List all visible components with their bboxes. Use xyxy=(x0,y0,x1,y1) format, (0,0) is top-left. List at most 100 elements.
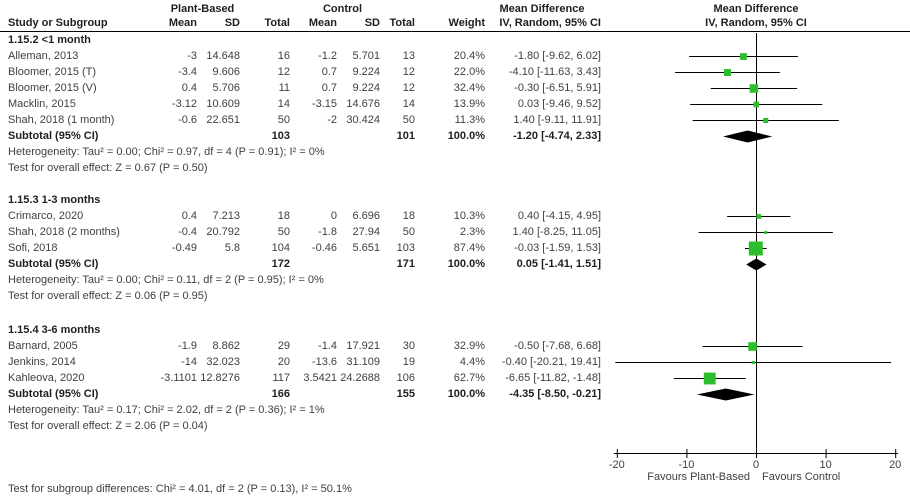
weight-cell: 62.7% xyxy=(453,372,485,384)
weight-cell: 100.0% xyxy=(447,388,485,400)
total1-cell: 50 xyxy=(277,226,290,238)
sd2-cell: 5.701 xyxy=(352,50,380,62)
plot-col-subtitle: IV, Random, 95% CI xyxy=(705,17,807,29)
weight-cell: 32.9% xyxy=(453,340,485,352)
weight-cell: 20.4% xyxy=(453,50,485,62)
total2-cell: 18 xyxy=(402,210,415,222)
weight-col-header: Weight xyxy=(448,17,485,29)
subtotal-row: Subtotal (95% CI) 103 101 100.0% -1.20 [-4.7… xyxy=(0,128,601,144)
total2-cell: 12 xyxy=(402,66,415,78)
effect-ci-cell: -0.03 [-1.59, 1.53] xyxy=(514,242,601,254)
total1-cell: 172 xyxy=(271,258,290,270)
sd1-cell: 22.651 xyxy=(206,114,240,126)
mean1-cell: -0.6 xyxy=(178,114,197,126)
mean2-cell: -1.8 xyxy=(318,226,337,238)
study-row: Macklin, 2015 -3.12 10.609 14 -3.15 14.676 14 1… xyxy=(0,96,601,112)
effect-ci-cell: 0.40 [-4.15, 4.95] xyxy=(517,210,601,222)
effect-square xyxy=(748,342,757,351)
subtotal-diamond xyxy=(723,130,773,143)
study-name-cell: Jenkins, 2014 xyxy=(8,356,76,368)
study-row: Kahleova, 2020 -3.1101 12.8276 117 3.5421 24.… xyxy=(0,370,601,386)
sd1-cell: 10.609 xyxy=(206,98,240,110)
overall-effect-note: Test for overall effect: Z = 2.06 (P = 0… xyxy=(8,420,208,432)
sd2-cell: 6.696 xyxy=(352,210,380,222)
effect-square xyxy=(764,231,768,234)
total2-cell: 14 xyxy=(402,98,415,110)
sd1-cell: 9.606 xyxy=(212,66,240,78)
study-row: Bloomer, 2015 (V) 0.4 5.706 11 0.7 9.224 12 32.… xyxy=(0,80,601,96)
total2-cell: 50 xyxy=(402,226,415,238)
overall-effect-note: Test for overall effect: Z = 0.67 (P = 0… xyxy=(8,162,208,174)
plot-col-title: Mean Difference xyxy=(713,3,799,15)
axis-tick-label: -10 xyxy=(678,459,694,471)
weight-cell: 87.4% xyxy=(453,242,485,254)
study-name-cell: Shah, 2018 (2 months) xyxy=(8,226,120,238)
mean1-col-header: Mean xyxy=(168,17,197,29)
sd2-cell: 9.224 xyxy=(352,82,380,94)
effect-square xyxy=(763,117,769,124)
weight-cell: 2.3% xyxy=(459,226,485,238)
mean2-cell: -1.4 xyxy=(318,340,337,352)
effect-square xyxy=(753,101,760,108)
mean1-cell: -3.1101 xyxy=(160,372,198,384)
study-name-cell: Kahleova, 2020 xyxy=(8,372,85,384)
header-divider xyxy=(0,31,910,32)
total1-cell: 29 xyxy=(277,340,290,352)
effect-square xyxy=(748,241,763,256)
mean2-cell: 0 xyxy=(330,210,337,222)
sd2-cell: 9.224 xyxy=(352,66,380,78)
overall-effect-note: Test for overall effect: Z = 0.06 (P = 0… xyxy=(8,290,208,302)
total1-cell: 12 xyxy=(277,66,290,78)
sd2-cell: 14.676 xyxy=(346,98,380,110)
sd1-cell: 5.706 xyxy=(212,82,240,94)
effect-col-title: Mean Difference xyxy=(499,3,585,15)
sd1-col-header: SD xyxy=(224,17,240,29)
mean2-cell: -13.6 xyxy=(311,356,337,368)
study-name-cell: Barnard, 2005 xyxy=(8,340,78,352)
total2-cell: 171 xyxy=(396,258,415,270)
total1-cell: 18 xyxy=(277,210,290,222)
weight-cell: 10.3% xyxy=(453,210,485,222)
effect-ci-cell: 1.40 [-8.25, 11.05] xyxy=(512,226,601,238)
effect-ci-cell: 0.05 [-1.41, 1.51] xyxy=(516,258,601,270)
study-row: Bloomer, 2015 (T) -3.4 9.606 12 0.7 9.224 12 22… xyxy=(0,64,601,80)
study-row: Jenkins, 2014 -14 32.023 20 -13.6 31.109 19 4.4… xyxy=(0,354,601,370)
total2-cell: 13 xyxy=(402,50,415,62)
sd1-cell: 12.8276 xyxy=(200,372,240,384)
total2-cell: 12 xyxy=(402,82,415,94)
study-name-cell: Crimarco, 2020 xyxy=(8,210,84,222)
study-row: Shah, 2018 (2 months) -0.4 20.792 50 -1.8 27.… xyxy=(0,224,601,240)
total1-cell: 103 xyxy=(271,130,290,142)
mean2-cell: 3.5421 xyxy=(303,372,337,384)
subtotal-row: Subtotal (95% CI) 172 171 100.0% 0.05 [-1.41… xyxy=(0,256,601,272)
weight-cell: 100.0% xyxy=(447,258,485,270)
effect-square xyxy=(703,372,716,385)
total2-cell: 103 xyxy=(396,242,415,254)
effect-ci-cell: -0.40 [-20.21, 19.41] xyxy=(501,356,601,368)
effect-square xyxy=(751,360,755,365)
mean2-cell: -0.46 xyxy=(311,242,337,254)
total1-col-header: Total xyxy=(264,17,290,29)
mean1-cell: 0.4 xyxy=(181,82,197,94)
sd1-cell: 5.8 xyxy=(224,242,240,254)
heterogeneity-note: Heterogeneity: Tau² = 0.00; Chi² = 0.97,… xyxy=(8,146,325,158)
column-header-row: Study or Subgroup Mean SD Total Mean SD … xyxy=(0,15,601,31)
effect-ci-cell: -1.80 [-9.62, 6.02] xyxy=(514,50,601,62)
weight-cell: 100.0% xyxy=(447,130,485,142)
study-name-cell: 1.15.4 3-6 months xyxy=(8,324,101,336)
subtotal-diamond xyxy=(746,258,767,271)
sd1-cell: 20.792 xyxy=(206,226,240,238)
study-name-cell: 1.15.3 1-3 months xyxy=(8,194,101,206)
axis-tick-label: -20 xyxy=(609,459,625,471)
study-row: Sofi, 2018 -0.49 5.8 104 -0.46 5.651 103 87.4% -… xyxy=(0,240,601,256)
mean1-cell: -3 xyxy=(187,50,197,62)
study-col-header: Study or Subgroup xyxy=(8,17,108,29)
sd2-cell: 5.651 xyxy=(352,242,380,254)
sd2-cell: 24.2688 xyxy=(340,372,380,384)
mean2-cell: -3.15 xyxy=(311,98,337,110)
weight-cell: 32.4% xyxy=(453,82,485,94)
study-name-cell: Subtotal (95% CI) xyxy=(8,388,99,400)
axis-tick-label: 20 xyxy=(889,459,901,471)
